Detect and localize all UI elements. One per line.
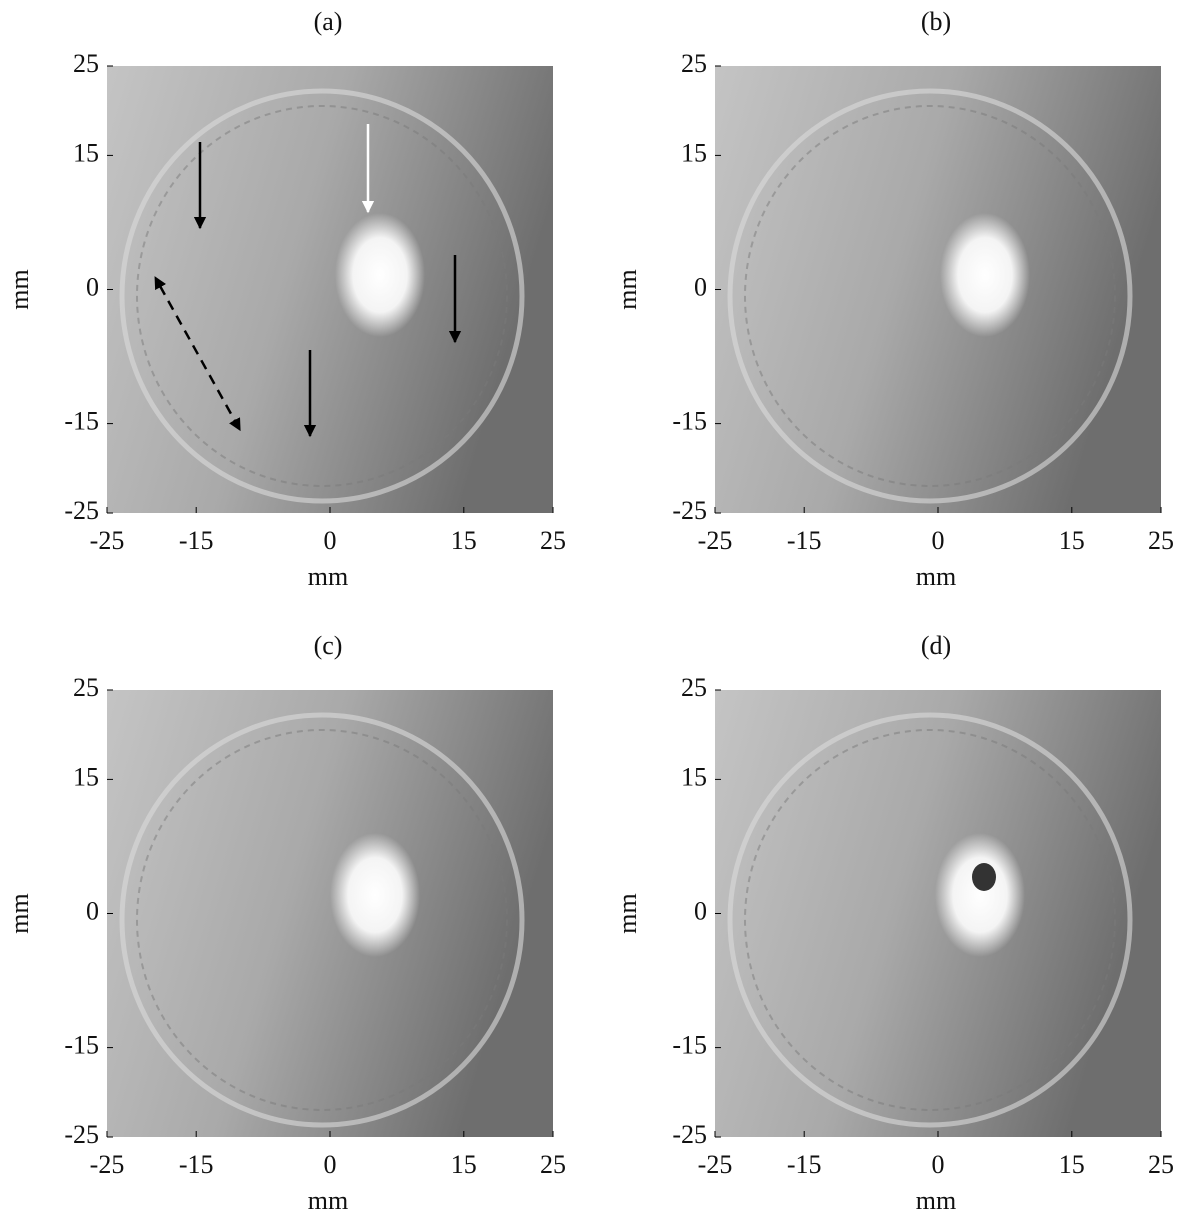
y-axis-label: mm — [5, 269, 34, 309]
x-tick-label: 0 — [324, 1150, 337, 1179]
x-tick-label: 0 — [932, 1150, 945, 1179]
y-tick-label: -25 — [64, 496, 99, 525]
bright-region — [330, 833, 420, 957]
image — [107, 690, 553, 1137]
y-tick-label: 15 — [681, 138, 707, 167]
x-tick-label: -15 — [179, 526, 214, 555]
y-tick-label: 25 — [681, 49, 707, 78]
y-tick-label: -25 — [64, 1120, 99, 1149]
y-axis-label: mm — [613, 893, 642, 933]
x-tick-label: 25 — [540, 1150, 566, 1179]
head-outline — [727, 712, 1133, 1128]
x-tick-label: -25 — [698, 526, 733, 555]
x-tick-label: 25 — [540, 526, 566, 555]
x-tick-label: 25 — [1148, 526, 1174, 555]
x-tick-label: 0 — [932, 526, 945, 555]
head-outline — [136, 729, 508, 1111]
panel-label: (d) — [921, 631, 951, 660]
head-outline — [136, 105, 508, 487]
y-tick-label: -15 — [672, 1031, 707, 1060]
x-axis-label: mm — [308, 1186, 348, 1215]
y-tick-label: 0 — [694, 896, 707, 925]
x-tick-label: 25 — [1148, 1150, 1174, 1179]
x-tick-label: -25 — [90, 1150, 125, 1179]
y-tick-label: 25 — [73, 673, 99, 702]
y-tick-label: 25 — [681, 673, 707, 702]
y-tick-label: 0 — [694, 272, 707, 301]
y-tick-label: 15 — [73, 762, 99, 791]
y-tick-label: 0 — [86, 896, 99, 925]
bright-region — [335, 213, 425, 337]
y-tick-label: 0 — [86, 272, 99, 301]
panel-label: (a) — [314, 7, 343, 36]
bright-region — [940, 213, 1030, 337]
head-outline — [744, 105, 1116, 487]
y-axis-label: mm — [5, 893, 34, 933]
x-tick-label: 15 — [451, 1150, 477, 1179]
bright-region — [935, 833, 1025, 957]
head-outline — [744, 729, 1116, 1111]
head-outline — [119, 88, 525, 504]
x-axis-label: mm — [916, 562, 956, 591]
image — [715, 66, 1161, 513]
image — [107, 66, 553, 513]
y-tick-label: 15 — [73, 138, 99, 167]
x-axis-label: mm — [916, 1186, 956, 1215]
x-tick-label: -25 — [90, 526, 125, 555]
head-outline — [119, 712, 525, 1128]
x-tick-label: 15 — [451, 526, 477, 555]
y-tick-label: -15 — [64, 1031, 99, 1060]
x-tick-label: -25 — [698, 1150, 733, 1179]
dashed-arrow — [154, 276, 242, 432]
y-tick-label: 15 — [681, 762, 707, 791]
y-tick-label: -25 — [672, 1120, 707, 1149]
y-tick-label: -15 — [672, 407, 707, 436]
panel-label: (c) — [314, 631, 343, 660]
x-tick-label: 15 — [1059, 1150, 1085, 1179]
dark-core — [972, 863, 996, 891]
x-tick-label: -15 — [787, 526, 822, 555]
y-tick-label: 25 — [73, 49, 99, 78]
panel-label: (b) — [921, 7, 951, 36]
y-tick-label: -15 — [64, 407, 99, 436]
head-outline — [727, 88, 1133, 504]
y-axis-label: mm — [613, 269, 642, 309]
x-tick-label: -15 — [179, 1150, 214, 1179]
x-tick-label: 0 — [324, 526, 337, 555]
x-axis-label: mm — [308, 562, 348, 591]
y-tick-label: -25 — [672, 496, 707, 525]
x-tick-label: -15 — [787, 1150, 822, 1179]
x-tick-label: 15 — [1059, 526, 1085, 555]
